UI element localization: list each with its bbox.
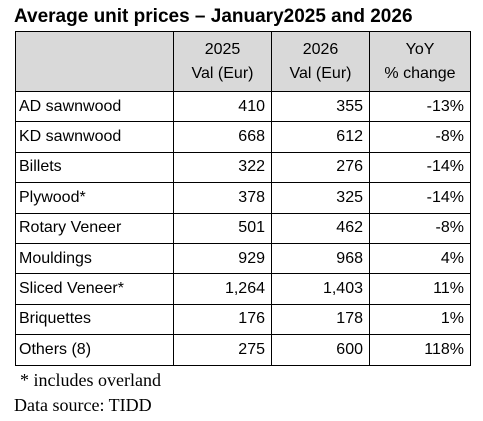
value-2025-cell: 322 xyxy=(173,151,272,184)
table-row: Billets 322 276 -14% xyxy=(15,151,471,184)
yoy-cell: -8% xyxy=(369,121,471,153)
table-row: AD sawnwood 410 355 -13% xyxy=(15,90,471,123)
product-cell: Others (8) xyxy=(15,334,174,366)
product-cell: KD sawnwood xyxy=(15,121,174,153)
unit-price-table: 2025 Val (Eur) 2026 Val (Eur) YoY % chan… xyxy=(15,31,471,366)
yoy-cell: 118% xyxy=(369,334,471,366)
product-cell: Plywood* xyxy=(15,182,174,214)
product-cell: Sliced Veneer* xyxy=(15,273,174,305)
yoy-cell: -8% xyxy=(369,212,471,244)
value-2025-cell: 275 xyxy=(173,334,272,366)
value-2026-cell: 600 xyxy=(271,334,370,366)
yoy-cell: 4% xyxy=(369,242,471,275)
data-source: Data source: TIDD xyxy=(14,395,152,415)
yoy-cell: -14% xyxy=(369,151,471,184)
header-2026-year: 2026 xyxy=(302,40,339,58)
value-2026-cell: 276 xyxy=(271,151,370,184)
table-row: Others (8) 275 600 118% xyxy=(15,334,471,366)
header-blank-cell xyxy=(15,31,174,92)
header-2026-unit: Val (Eur) xyxy=(289,64,352,82)
yoy-cell: 1% xyxy=(369,303,471,336)
value-2025-cell: 410 xyxy=(173,90,272,123)
table-row: Rotary Veneer 501 462 -8% xyxy=(15,212,471,244)
table-row: Sliced Veneer* 1,264 1,403 11% xyxy=(15,273,471,305)
table-header: 2025 Val (Eur) 2026 Val (Eur) YoY % chan… xyxy=(15,31,471,92)
value-2025-cell: 501 xyxy=(173,212,272,244)
header-row: 2025 Val (Eur) 2026 Val (Eur) YoY % chan… xyxy=(15,31,471,92)
value-2025-cell: 668 xyxy=(173,121,272,153)
yoy-cell: -13% xyxy=(369,90,471,123)
table-row: KD sawnwood 668 612 -8% xyxy=(15,121,471,153)
table-row: Briquettes 176 178 1% xyxy=(15,303,471,336)
value-2026-cell: 462 xyxy=(271,212,370,244)
value-2026-cell: 355 xyxy=(271,90,370,123)
header-yoy-title: YoY xyxy=(405,40,435,58)
value-2025-cell: 1,264 xyxy=(173,273,272,305)
header-2025-unit: Val (Eur) xyxy=(191,64,254,82)
table-body: AD sawnwood 410 355 -13% KD sawnwood 668… xyxy=(15,90,471,366)
product-cell: Billets xyxy=(15,151,174,184)
header-yoy-unit: % change xyxy=(384,64,456,82)
header-2025-year: 2025 xyxy=(204,40,241,58)
header-2026: 2026 Val (Eur) xyxy=(271,31,370,92)
product-cell: Briquettes xyxy=(15,303,174,336)
table-title: Average unit prices – January2025 and 20… xyxy=(14,6,413,27)
value-2025-cell: 176 xyxy=(173,303,272,336)
header-yoy: YoY % change xyxy=(369,31,471,92)
value-2025-cell: 929 xyxy=(173,242,272,275)
header-2025: 2025 Val (Eur) xyxy=(173,31,272,92)
value-2025-cell: 378 xyxy=(173,182,272,214)
yoy-cell: -14% xyxy=(369,182,471,214)
product-cell: Rotary Veneer xyxy=(15,212,174,244)
product-cell: Mouldings xyxy=(15,242,174,275)
product-cell: AD sawnwood xyxy=(15,90,174,123)
value-2026-cell: 325 xyxy=(271,182,370,214)
value-2026-cell: 612 xyxy=(271,121,370,153)
table-row: Plywood* 378 325 -14% xyxy=(15,182,471,214)
value-2026-cell: 1,403 xyxy=(271,273,370,305)
footnote: * includes overland xyxy=(20,370,161,390)
table-row: Mouldings 929 968 4% xyxy=(15,242,471,275)
value-2026-cell: 178 xyxy=(271,303,370,336)
value-2026-cell: 968 xyxy=(271,242,370,275)
yoy-cell: 11% xyxy=(369,273,471,305)
